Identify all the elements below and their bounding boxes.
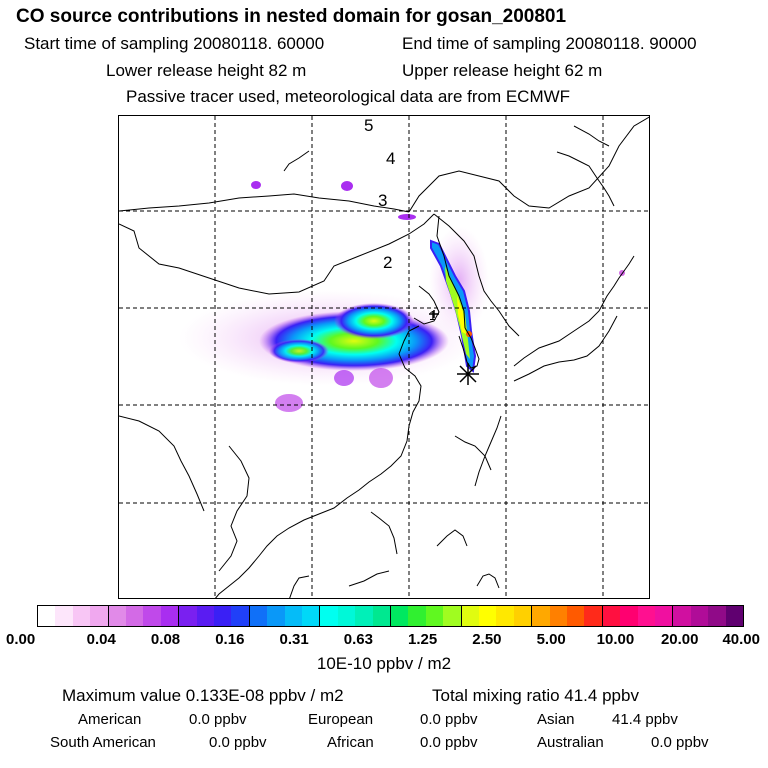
colorbar-swatch bbox=[302, 606, 320, 626]
colorbar-swatch bbox=[425, 606, 444, 626]
colorbar-swatch bbox=[320, 606, 338, 626]
colorbar-tick-label: 0.08 bbox=[150, 631, 181, 648]
map-svg: 5 4 3 2 1 bbox=[119, 116, 649, 598]
colorbar-swatch bbox=[38, 606, 56, 626]
end-time-label: End time of sampling 20080118. 90000 bbox=[402, 34, 697, 53]
region-european-name: European bbox=[308, 711, 374, 728]
colorbar-swatch bbox=[160, 606, 179, 626]
trajectory-label-5: 5 bbox=[364, 116, 373, 135]
colorbar-segment bbox=[532, 606, 603, 626]
colorbar-segment bbox=[461, 606, 533, 626]
colorbar-swatch bbox=[478, 606, 497, 626]
colorbar-segment bbox=[179, 606, 250, 626]
colorbar-tick-label: 0.04 bbox=[86, 631, 116, 648]
region-european-value: 0.0 ppbv bbox=[420, 711, 478, 728]
colorbar-tick-label: 20.00 bbox=[660, 631, 699, 648]
colorbar-swatch bbox=[566, 606, 585, 626]
max-value-label: Maximum value 0.133E-08 ppbv / m2 bbox=[62, 686, 344, 705]
region-american-name: American bbox=[78, 711, 142, 728]
colorbar-swatch bbox=[708, 606, 726, 626]
colorbar bbox=[37, 605, 744, 627]
colorbar-tick-label: 40.00 bbox=[722, 631, 760, 648]
colorbar-swatch bbox=[196, 606, 214, 626]
colorbar-swatch bbox=[267, 606, 285, 626]
trajectory-label-1: 1 bbox=[429, 308, 436, 323]
trajectory-label-3: 3 bbox=[378, 191, 387, 210]
colorbar-swatch bbox=[55, 606, 73, 626]
lower-release-label: Lower release height 82 m bbox=[106, 61, 307, 80]
region-african-value: 0.0 ppbv bbox=[420, 734, 478, 751]
region-asian-name: Asian bbox=[537, 711, 575, 728]
region-south-american-value: 0.0 ppbv bbox=[209, 734, 267, 751]
colorbar-segment bbox=[602, 606, 674, 626]
colorbar-segment bbox=[249, 606, 321, 626]
colorbar-swatch bbox=[214, 606, 232, 626]
colorbar-segment bbox=[673, 606, 743, 626]
tracer-note: Passive tracer used, meteorological data… bbox=[126, 87, 571, 106]
region-australian-name: Australian bbox=[537, 734, 604, 751]
colorbar-swatch bbox=[584, 606, 602, 626]
colorbar-swatch bbox=[620, 606, 638, 626]
colorbar-tick-label: 0.00 bbox=[6, 631, 36, 648]
total-mixing-label: Total mixing ratio 41.4 ppbv bbox=[432, 686, 639, 705]
colorbar-tick-label: 0.63 bbox=[343, 631, 373, 648]
colorbar-segment bbox=[320, 606, 391, 626]
receptor-marker bbox=[457, 363, 479, 385]
colorbar-swatch bbox=[602, 606, 621, 626]
colorbar-swatch bbox=[690, 606, 709, 626]
colorbar-tick-label: 1.25 bbox=[408, 631, 438, 648]
upper-release-label: Upper release height 62 m bbox=[402, 61, 603, 80]
colorbar-swatch bbox=[443, 606, 461, 626]
colorbar-swatch bbox=[143, 606, 161, 626]
colorbar-swatch bbox=[654, 606, 673, 626]
colorbar-swatch bbox=[725, 606, 743, 626]
colorbar-swatch bbox=[390, 606, 409, 626]
colorbar-swatch bbox=[337, 606, 356, 626]
colorbar-swatch bbox=[637, 606, 655, 626]
colorbar-tick-label: 2.50 bbox=[472, 631, 502, 648]
colorbar-swatch bbox=[549, 606, 567, 626]
colorbar-swatch bbox=[673, 606, 691, 626]
colorbar-tick-label: 0.31 bbox=[279, 631, 309, 648]
trajectory-label-2: 2 bbox=[383, 253, 392, 272]
colorbar-units: 10E-10 ppbv / m2 bbox=[316, 654, 452, 673]
concentration-plume bbox=[179, 181, 625, 412]
colorbar-segment bbox=[38, 606, 109, 626]
map-panel: 5 4 3 2 1 bbox=[118, 115, 650, 599]
colorbar-tick-label: 10.00 bbox=[596, 631, 635, 648]
colorbar-swatch bbox=[408, 606, 426, 626]
colorbar-segment bbox=[390, 606, 462, 626]
trajectory-label-4: 4 bbox=[386, 149, 395, 168]
colorbar-swatch bbox=[72, 606, 91, 626]
map-gridlines bbox=[119, 116, 649, 598]
colorbar-swatch bbox=[108, 606, 126, 626]
region-african-name: African bbox=[327, 734, 374, 751]
colorbar-swatch bbox=[372, 606, 390, 626]
colorbar-swatch bbox=[496, 606, 514, 626]
colorbar-swatch bbox=[249, 606, 268, 626]
colorbar-swatch bbox=[355, 606, 373, 626]
colorbar-swatch bbox=[532, 606, 550, 626]
colorbar-swatch bbox=[231, 606, 249, 626]
region-australian-value: 0.0 ppbv bbox=[651, 734, 709, 751]
colorbar-swatch bbox=[126, 606, 144, 626]
colorbar-swatch bbox=[284, 606, 302, 626]
start-time-label: Start time of sampling 20080118. 60000 bbox=[24, 34, 325, 53]
coastlines bbox=[119, 116, 649, 598]
region-american-value: 0.0 ppbv bbox=[189, 711, 247, 728]
plot-title: CO source contributions in nested domain… bbox=[16, 6, 567, 27]
colorbar-tick-label: 0.16 bbox=[215, 631, 245, 648]
colorbar-swatch bbox=[461, 606, 479, 626]
colorbar-swatch bbox=[179, 606, 197, 626]
colorbar-tick-label: 5.00 bbox=[536, 631, 566, 648]
colorbar-swatch bbox=[90, 606, 108, 626]
region-asian-value: 41.4 ppbv bbox=[612, 711, 678, 728]
colorbar-segment bbox=[108, 606, 180, 626]
colorbar-swatch bbox=[513, 606, 532, 626]
region-south-american-name: South American bbox=[50, 734, 156, 751]
